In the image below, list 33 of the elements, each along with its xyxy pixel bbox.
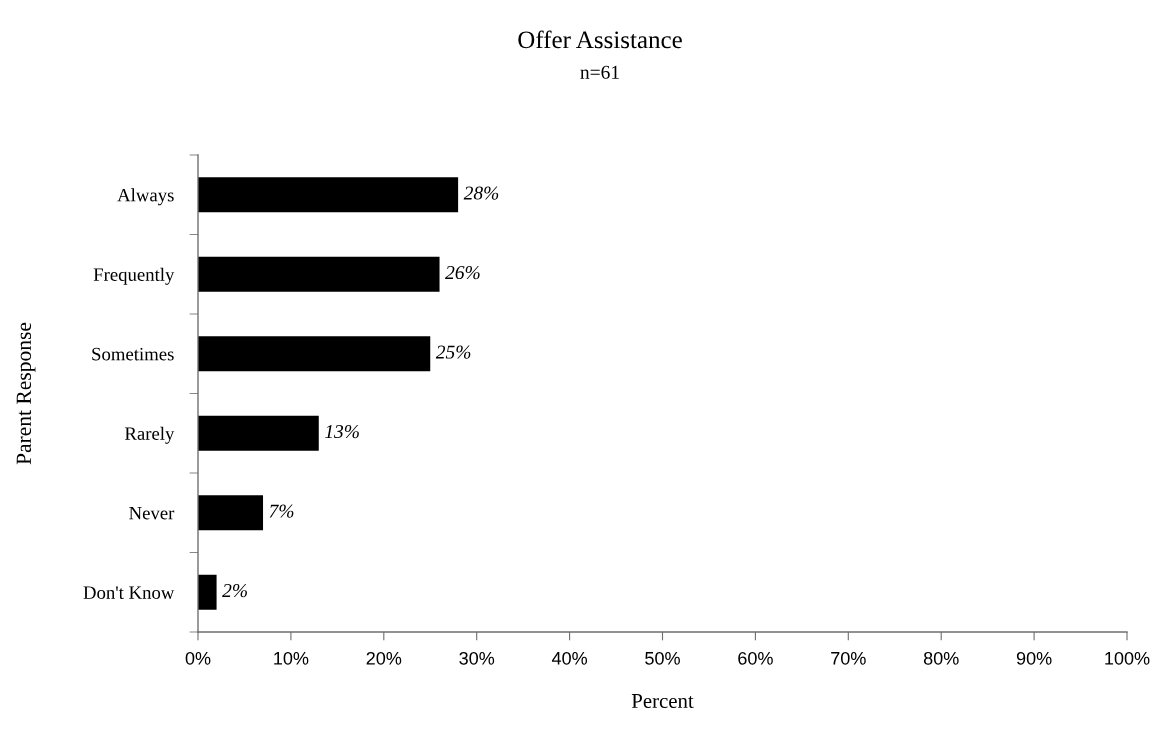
x-tick-label: 10% (274, 651, 309, 665)
data-label: 2% (222, 584, 247, 598)
x-tick-label: 50% (645, 651, 680, 665)
x-tick-label: 100% (1105, 651, 1150, 665)
chart-subtitle: n=61 (580, 65, 619, 79)
data-label: 13% (325, 425, 359, 439)
data-label: 7% (269, 504, 294, 518)
y-axis-title: Parent Response (16, 322, 36, 465)
y-tick-label: Sometimes (92, 347, 174, 361)
x-tick-label: 80% (923, 651, 959, 665)
data-label: 25% (435, 345, 471, 359)
bar (198, 336, 431, 372)
bar (198, 495, 264, 531)
chart-title: Offer Assistance (518, 30, 682, 49)
x-tick-label: 90% (1016, 651, 1052, 665)
bar (198, 256, 440, 292)
bar (198, 574, 217, 610)
x-tick-label: 40% (551, 651, 588, 665)
x-tick-label: 20% (366, 651, 402, 665)
x-tick-label: 30% (459, 651, 495, 665)
y-tick-label: Never (129, 506, 175, 520)
y-tick-label: Frequently (93, 267, 175, 285)
bar (198, 177, 459, 213)
data-label: 28% (463, 186, 499, 200)
x-axis-title: Percent (631, 694, 694, 708)
data-label: 26% (445, 266, 480, 280)
y-tick-label: Always (117, 188, 174, 206)
x-tick-label: 70% (831, 651, 866, 665)
x-tick-label: 60% (738, 651, 773, 665)
y-tick-label: Don't Know (83, 586, 175, 599)
bar (198, 415, 319, 451)
y-tick-label: Rarely (124, 426, 175, 444)
x-tick-label: 0% (185, 651, 211, 665)
